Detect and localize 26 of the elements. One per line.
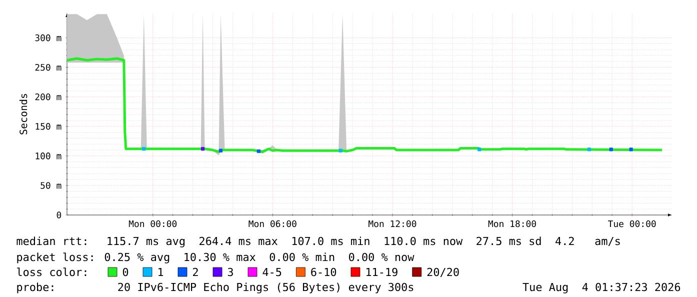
y-axis-title: Seconds — [19, 94, 28, 134]
legend-label: 20/20 — [427, 268, 459, 278]
x-tick-label: Mon 06:00 — [248, 220, 296, 228]
x-tick-label: Mon 00:00 — [128, 220, 177, 228]
text: median rtt: 115.7 ms avg 264.4 ms max 107.0 ms min 110.0 ms now 27.5 ms sd 4.2 am/s — [16, 236, 620, 248]
text: Tue Aug 4 01:37:23 2026 — [522, 282, 680, 294]
y-tick-label: 100 m — [36, 152, 62, 160]
legend-label: 11-19 — [366, 268, 398, 276]
legend-label: 2 — [193, 268, 198, 276]
x-tick-label: Tue 00:00 — [608, 220, 656, 228]
text: probe: 20 IPv6-ICMP Echo Pings (56 Bytes) every 300s — [17, 282, 414, 294]
legend-title: loss color: — [17, 268, 86, 276]
legend-label: 0 — [122, 268, 128, 276]
legend-label: 6-10 — [311, 268, 336, 276]
x-tick-label: Mon 18:00 — [488, 220, 536, 228]
y-tick-label: 300 m — [35, 34, 62, 42]
y-tick-label: 0 — [56, 212, 62, 218]
text: packet loss: 0.25 % avg 10.30 % max 0.00 % min 0.00 % now — [17, 252, 414, 264]
y-tick-label: 50 m — [40, 182, 62, 189]
legend-label: 3 — [228, 268, 233, 276]
y-tick-label: 250 m — [35, 64, 62, 71]
y-tick-label: 150 m — [36, 123, 62, 130]
y-tick-label: 200 m — [35, 93, 62, 100]
x-tick-label: Mon 12:00 — [368, 220, 416, 228]
legend-label: 4-5 — [262, 268, 282, 276]
legend-label: 1 — [158, 268, 164, 276]
